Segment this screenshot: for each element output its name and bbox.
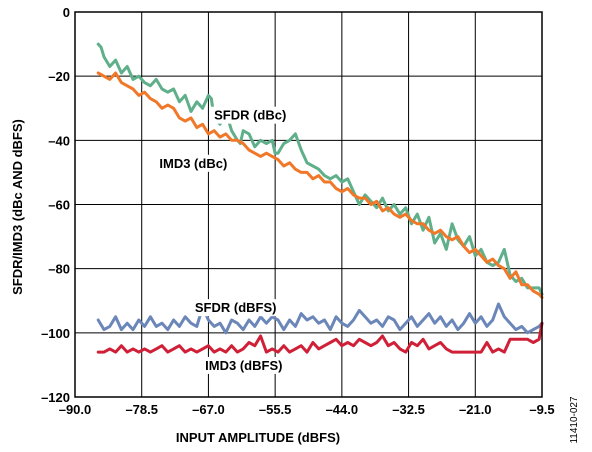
annotation-background bbox=[191, 299, 280, 317]
y-tick-label: –120 bbox=[41, 390, 70, 405]
y-tick-label: –20 bbox=[48, 69, 70, 84]
series-line-imd3-dbc bbox=[96, 71, 544, 299]
y-tick-label: –100 bbox=[41, 326, 70, 341]
y-tick-label: –40 bbox=[48, 133, 70, 148]
y-axis-label: SFDR/IMD3 (dBc AND dBFS) bbox=[10, 119, 25, 295]
x-tick-label: –90.0 bbox=[59, 402, 92, 417]
x-tick-label: –9.5 bbox=[529, 402, 554, 417]
x-tick-label: –44.0 bbox=[326, 402, 359, 417]
annotation-text: IMD3 (dBc) bbox=[159, 156, 227, 171]
x-tick-label: –32.5 bbox=[392, 402, 425, 417]
x-axis-label: INPUT AMPLITUDE (dBFS) bbox=[176, 430, 340, 445]
annotation-text: IMD3 (dBFS) bbox=[205, 358, 282, 373]
x-tick-label: –21.0 bbox=[459, 402, 492, 417]
series-line-imd3-dbfs bbox=[96, 321, 544, 354]
series-line-sfdr-dbc bbox=[96, 42, 544, 296]
x-tick-labels: –90.0 –78.5 –67.0 –55.5 –44.0 –32.5 –21.0 –9.5 bbox=[59, 402, 555, 417]
annotation-background bbox=[156, 154, 231, 172]
figure-id: 11410-027 bbox=[569, 396, 580, 444]
y-tick-label: –80 bbox=[48, 262, 70, 277]
series-line-sfdr-dbfs bbox=[96, 302, 544, 335]
annotation-label: IMD3 (dBFS) bbox=[202, 356, 286, 374]
x-tick-label: –55.5 bbox=[259, 402, 292, 417]
grid bbox=[74, 11, 543, 398]
annotation-label: IMD3 (dBc) bbox=[156, 154, 231, 172]
annotation-text: SFDR (dBc) bbox=[214, 108, 286, 123]
series-layer bbox=[96, 42, 544, 354]
annotation-label: SFDR (dBFS) bbox=[191, 299, 280, 317]
annotations: SFDR (dBc) IMD3 (dBc) SFDR (dBFS) IMD3 (dBF… bbox=[156, 106, 290, 374]
y-tick-labels: 0 –20 –40 –60 –80 –100 –120 bbox=[41, 5, 70, 405]
x-tick-label: –78.5 bbox=[125, 402, 158, 417]
annotation-background bbox=[202, 356, 286, 374]
plot-frame bbox=[74, 11, 543, 398]
y-tick-label: –60 bbox=[48, 198, 70, 213]
annotation-text: SFDR (dBFS) bbox=[195, 300, 277, 315]
x-tick-label: –67.0 bbox=[192, 402, 225, 417]
y-tick-label: 0 bbox=[63, 5, 70, 20]
annotation-background bbox=[211, 106, 290, 124]
annotation-label: SFDR (dBc) bbox=[211, 106, 290, 124]
